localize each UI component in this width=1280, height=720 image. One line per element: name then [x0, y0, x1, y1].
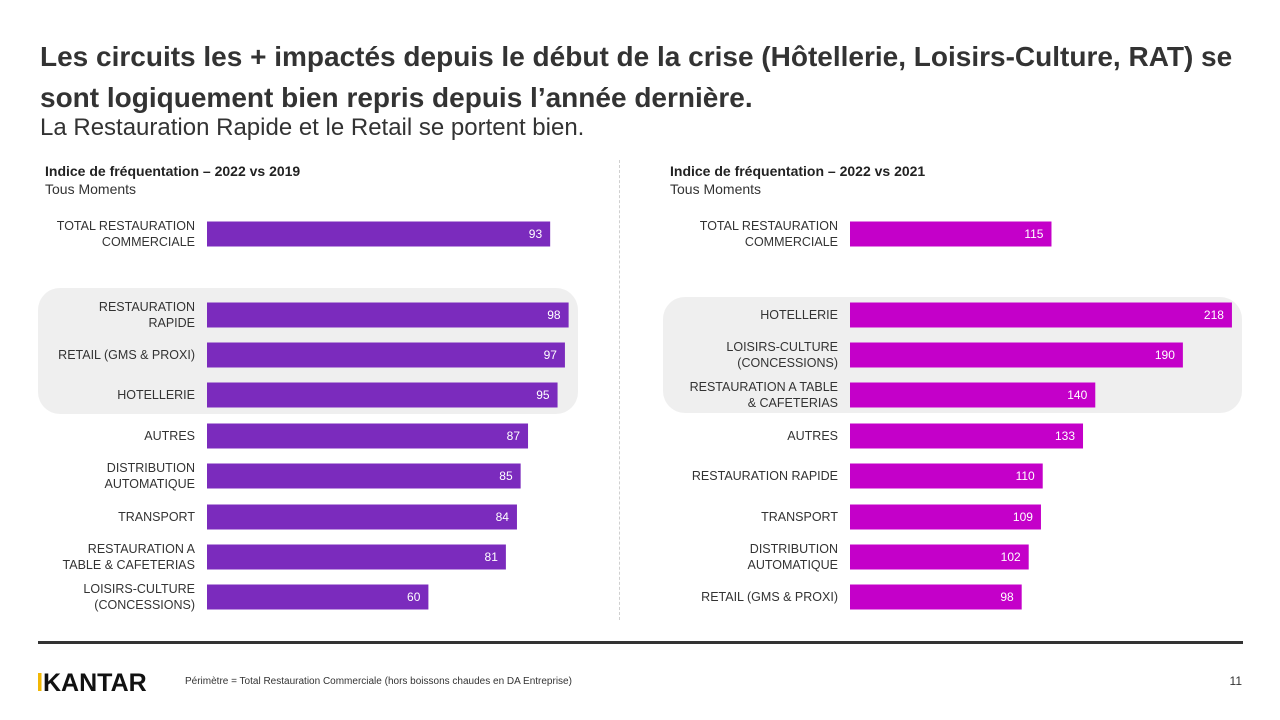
- bar: [850, 584, 1022, 610]
- data-label: 97: [544, 348, 558, 362]
- data-label: 190: [1155, 348, 1175, 362]
- category-label: (CONCESSIONS): [737, 356, 838, 370]
- chart-divider: [619, 160, 620, 620]
- bar: [850, 544, 1029, 570]
- chart-title: Indice de fréquentation – 2022 vs 2019: [45, 163, 301, 179]
- bar: [850, 221, 1052, 247]
- page-title: Les circuits les + impactés depuis le dé…: [40, 41, 1233, 113]
- bar: [850, 382, 1096, 408]
- footnote: Périmètre = Total Restauration Commercia…: [185, 676, 572, 687]
- category-label: COMMERCIALE: [745, 235, 838, 249]
- category-label: RESTAURATION RAPIDE: [692, 469, 838, 483]
- category-label: DISTRIBUTION: [107, 461, 195, 475]
- category-label: AUTOMATIQUE: [747, 558, 838, 572]
- category-label: TABLE & CAFETERIAS: [63, 558, 195, 572]
- bar: [850, 342, 1183, 368]
- bar: [207, 423, 529, 449]
- data-label: 60: [407, 590, 421, 604]
- bar: [207, 463, 521, 489]
- chart-2022-vs-2019-plot: 93 TOTAL RESTAURATION COMMERCIALE 98 RESTAUR…: [38, 219, 578, 612]
- data-label: 98: [547, 308, 561, 322]
- category-label: RAPIDE: [148, 316, 195, 330]
- footer-divider: [38, 641, 1243, 644]
- data-label: 115: [1024, 227, 1043, 241]
- bar: [207, 342, 565, 368]
- category-label: HOTELLERIE: [117, 388, 195, 402]
- data-label: 85: [499, 469, 513, 483]
- chart-2022-vs-2019: 93 TOTAL RESTAURATION COMMERCIALE 98 RESTAUR…: [30, 158, 630, 623]
- bar: [207, 221, 551, 247]
- data-label: 102: [1001, 550, 1021, 564]
- category-label: DISTRIBUTION: [750, 542, 838, 556]
- page-number: 11: [1229, 674, 1242, 688]
- chart-2022-vs-2021: 115 TOTAL RESTAURATION COMMERCIALE 218 HOTEL…: [655, 158, 1255, 623]
- bar: [207, 544, 506, 570]
- logo-accent-bar: [38, 673, 42, 691]
- data-label: 87: [507, 429, 521, 443]
- category-label: & CAFETERIAS: [748, 396, 838, 410]
- category-label: HOTELLERIE: [760, 308, 838, 322]
- category-label: LOISIRS-CULTURE: [726, 340, 838, 354]
- category-label: RESTAURATION A TABLE: [690, 380, 838, 394]
- category-label: TRANSPORT: [118, 510, 195, 524]
- chart-title: Indice de fréquentation – 2022 vs 2021: [670, 163, 926, 179]
- chart-2022-vs-2021-plot: 115 TOTAL RESTAURATION COMMERCIALE 218 HOTEL…: [663, 219, 1242, 610]
- data-label: 109: [1013, 510, 1033, 524]
- category-label: RETAIL (GMS & PROXI): [701, 590, 838, 604]
- category-label: RETAIL (GMS & PROXI): [58, 348, 195, 362]
- bar: [850, 463, 1043, 489]
- bar: [207, 504, 517, 530]
- bar: [850, 504, 1041, 530]
- chart-subtitle: Tous Moments: [45, 181, 137, 197]
- bar: [207, 382, 558, 408]
- data-label: 140: [1067, 388, 1087, 402]
- data-label: 93: [529, 227, 543, 241]
- category-label: LOISIRS-CULTURE: [83, 582, 195, 596]
- bar: [207, 584, 429, 610]
- category-label: TOTAL RESTAURATION: [700, 219, 838, 233]
- data-label: 218: [1204, 308, 1224, 322]
- kantar-logo: KANTAR: [38, 669, 147, 697]
- category-label: AUTRES: [144, 429, 195, 443]
- data-label: 110: [1016, 469, 1035, 483]
- data-label: 133: [1055, 429, 1075, 443]
- chart-subtitle: Tous Moments: [670, 181, 762, 197]
- data-label: 84: [496, 510, 510, 524]
- data-label: 98: [1000, 590, 1014, 604]
- category-label: RESTAURATION: [99, 300, 195, 314]
- bar: [850, 302, 1232, 328]
- category-label: TOTAL RESTAURATION: [57, 219, 195, 233]
- category-label: AUTRES: [787, 429, 838, 443]
- data-label: 95: [536, 388, 550, 402]
- page-subtitle: La Restauration Rapide et le Retail se p…: [40, 114, 585, 141]
- bar: [207, 302, 569, 328]
- category-label: AUTOMATIQUE: [104, 477, 195, 491]
- bar: [850, 423, 1084, 449]
- category-label: RESTAURATION A: [88, 542, 196, 556]
- data-label: 81: [485, 550, 499, 564]
- category-label: (CONCESSIONS): [94, 598, 195, 612]
- category-label: TRANSPORT: [761, 510, 838, 524]
- logo-wordmark: KANTAR: [43, 669, 147, 697]
- category-label: COMMERCIALE: [102, 235, 195, 249]
